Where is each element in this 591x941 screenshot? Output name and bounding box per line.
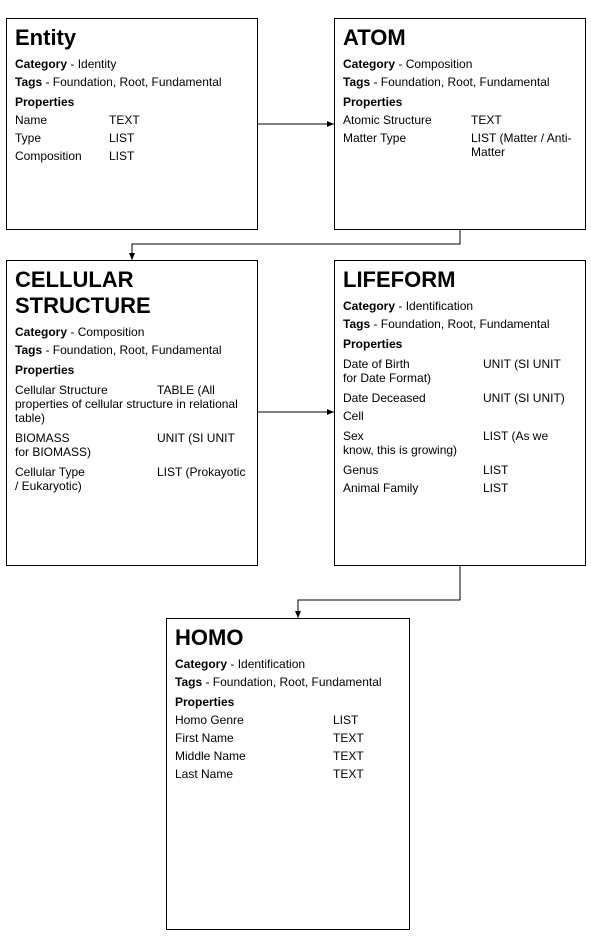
property-type: TEXT xyxy=(333,749,401,763)
properties-label: Properties xyxy=(15,363,249,377)
category-value: Identification xyxy=(238,657,305,671)
property-name: Composition xyxy=(15,149,109,163)
property-row: BIOMASSUNIT (SI UNIT for BIOMASS) xyxy=(15,431,249,459)
tags-label: Tags xyxy=(175,675,202,689)
category-line: Category - Composition xyxy=(343,57,577,71)
property-name: Atomic Structure xyxy=(343,113,471,127)
category-line: Category - Identification xyxy=(343,299,577,313)
property-name: Cell xyxy=(343,409,483,423)
property-type: LIST xyxy=(109,131,249,145)
node-title: HOMO xyxy=(175,625,401,651)
tags-line: Tags - Foundation, Root, Fundamental xyxy=(343,75,577,89)
property-name: Cellular Structure xyxy=(15,383,157,397)
category-label: Category xyxy=(15,57,67,71)
property-row: Atomic StructureTEXT xyxy=(343,113,577,127)
property-row: Date DeceasedUNIT (SI UNIT) xyxy=(343,391,577,405)
tags-line: Tags - Foundation, Root, Fundamental xyxy=(15,75,249,89)
category-label: Category xyxy=(15,325,67,339)
property-type: LIST xyxy=(483,481,577,495)
property-name: Homo Genre xyxy=(175,713,333,727)
properties-label: Properties xyxy=(343,337,577,351)
property-row: NameTEXT xyxy=(15,113,249,127)
category-line: Category - Identification xyxy=(175,657,401,671)
node-homo: HOMO Category - Identification Tags - Foun… xyxy=(166,618,410,930)
property-type: UNIT (SI UNIT) xyxy=(483,391,577,405)
property-row: Matter TypeLIST (Matter / Anti-Matter xyxy=(343,131,577,159)
property-name: Sex xyxy=(343,429,483,443)
property-row: Middle Name TEXT xyxy=(175,749,401,763)
property-row: First NameTEXT xyxy=(175,731,401,745)
node-title: Entity xyxy=(15,25,249,51)
node-cellular: CELLULAR STRUCTURE Category - Composition… xyxy=(6,260,258,566)
property-row: Last Name TEXT xyxy=(175,767,401,781)
tags-value: Foundation, Root, Fundamental xyxy=(53,75,222,89)
node-title: CELLULAR STRUCTURE xyxy=(15,267,249,319)
tags-label: Tags xyxy=(15,75,42,89)
property-row: TypeLIST xyxy=(15,131,249,145)
property-type: LIST xyxy=(333,713,401,727)
category-value: Composition xyxy=(406,57,473,71)
property-name: Animal Family xyxy=(343,481,483,495)
category-label: Category xyxy=(343,57,395,71)
property-type: LIST xyxy=(109,149,249,163)
category-label: Category xyxy=(175,657,227,671)
property-name: First Name xyxy=(175,731,333,745)
property-row: Genus LIST xyxy=(343,463,577,477)
tags-line: Tags - Foundation, Root, Fundamental xyxy=(343,317,577,331)
properties-label: Properties xyxy=(15,95,249,109)
property-type: TEXT xyxy=(109,113,249,127)
tags-value: Foundation, Root, Fundamental xyxy=(213,675,382,689)
properties-label: Properties xyxy=(175,695,401,709)
edge-lifeform-to-homo xyxy=(298,566,460,618)
property-name: Matter Type xyxy=(343,131,471,145)
property-row: CompositionLIST xyxy=(15,149,249,163)
property-row: SexLIST (As we know, this is growing) xyxy=(343,429,577,457)
edge-atom-to-cellular xyxy=(132,230,460,260)
category-line: Category - Identity xyxy=(15,57,249,71)
property-type: LIST xyxy=(483,463,577,477)
property-name: Type xyxy=(15,131,109,145)
node-atom: ATOM Category - Composition Tags - Foundat… xyxy=(334,18,586,230)
tags-value: Foundation, Root, Fundamental xyxy=(381,317,550,331)
property-name: Name xyxy=(15,113,109,127)
properties-label: Properties xyxy=(343,95,577,109)
node-title: ATOM xyxy=(343,25,577,51)
node-lifeform: LIFEFORM Category - Identification Tags - … xyxy=(334,260,586,566)
tags-line: Tags - Foundation, Root, Fundamental xyxy=(15,343,249,357)
property-type: TEXT xyxy=(333,767,401,781)
property-row: Cellular TypeLIST (Prokayotic / Eukaryot… xyxy=(15,465,249,493)
property-row: Cell xyxy=(343,409,577,423)
node-title: LIFEFORM xyxy=(343,267,577,293)
tags-label: Tags xyxy=(15,343,42,357)
property-name: Cellular Type xyxy=(15,465,157,479)
property-name: Last Name xyxy=(175,767,333,781)
category-value: Identification xyxy=(406,299,473,313)
property-row: Date of BirthUNIT (SI UNIT for Date Form… xyxy=(343,357,577,385)
property-type: LIST (Matter / Anti-Matter xyxy=(471,131,577,159)
property-row: Homo GenreLIST xyxy=(175,713,401,727)
property-name: BIOMASS xyxy=(15,431,157,445)
tags-value: Foundation, Root, Fundamental xyxy=(381,75,550,89)
property-row: Animal Family LIST xyxy=(343,481,577,495)
category-value: Identity xyxy=(78,57,117,71)
category-line: Category - Composition xyxy=(15,325,249,339)
property-row: Cellular StructureTABLE (All properties … xyxy=(15,383,249,425)
category-label: Category xyxy=(343,299,395,313)
property-name: Genus xyxy=(343,463,483,477)
tags-line: Tags - Foundation, Root, Fundamental xyxy=(175,675,401,689)
property-type: TEXT xyxy=(471,113,577,127)
tags-value: Foundation, Root, Fundamental xyxy=(53,343,222,357)
category-value: Composition xyxy=(78,325,145,339)
property-name: Date Deceased xyxy=(343,391,483,405)
property-name: Middle Name xyxy=(175,749,333,763)
property-type: TEXT xyxy=(333,731,401,745)
node-entity: Entity Category - Identity Tags - Foundati… xyxy=(6,18,258,230)
property-name: Date of Birth xyxy=(343,357,483,371)
tags-label: Tags xyxy=(343,75,370,89)
tags-label: Tags xyxy=(343,317,370,331)
